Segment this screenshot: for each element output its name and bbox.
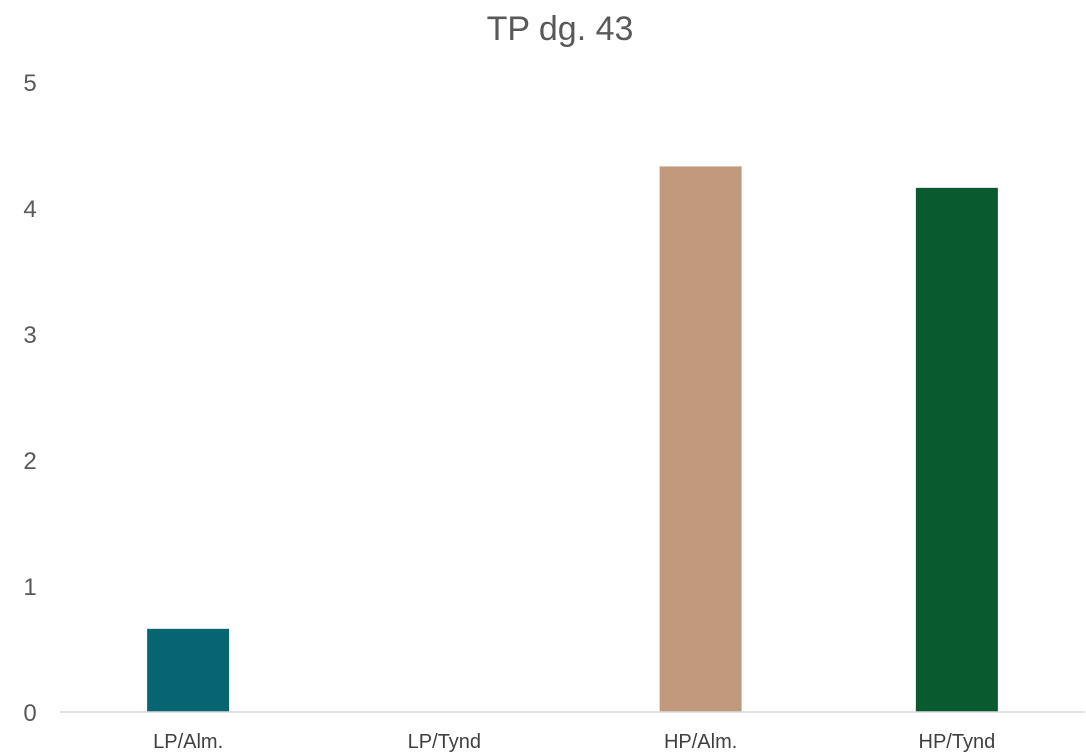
x-axis-labels: LP/Alm. LP/Tynd HP/Alm. HP/Tynd xyxy=(153,731,995,753)
y-tick-label: 5 xyxy=(23,70,36,97)
x-tick-label: HP/Alm. xyxy=(664,731,737,753)
bar-hp-tynd xyxy=(915,187,998,713)
bar-lp-alm xyxy=(147,628,230,712)
chart-title: TP dg. 43 xyxy=(487,10,634,48)
y-tick-label: 0 xyxy=(23,700,36,727)
y-tick-label: 2 xyxy=(23,448,36,475)
y-axis-ticks: 0 1 2 3 4 5 xyxy=(23,70,36,727)
bar-hp-alm xyxy=(659,166,742,713)
x-tick-label: LP/Alm. xyxy=(153,731,223,753)
x-tick-label: HP/Tynd xyxy=(919,731,996,753)
y-tick-label: 4 xyxy=(23,196,36,223)
bars-group xyxy=(147,166,998,713)
y-tick-label: 1 xyxy=(23,574,36,601)
x-tick-label: LP/Tynd xyxy=(408,731,481,753)
y-tick-label: 3 xyxy=(23,322,36,349)
